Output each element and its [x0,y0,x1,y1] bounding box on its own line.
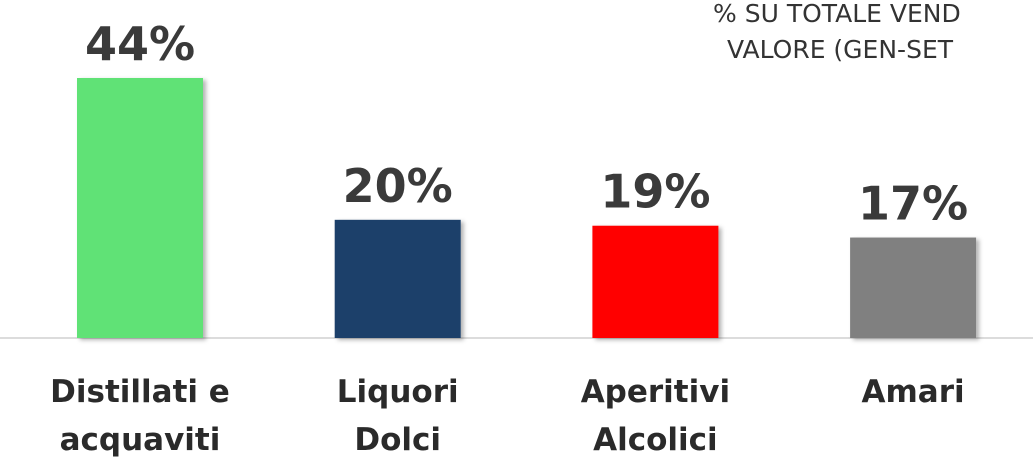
x-tick-label: Aperitivi Alcolici [581,374,730,458]
value-label: 44% [85,17,195,71]
bar [850,237,977,338]
x-tick-label-line: acquaviti [60,422,221,458]
value-label: 17% [858,177,968,231]
bar [334,219,461,338]
x-tick-label-line: Alcolici [593,422,718,458]
value-label: 19% [600,165,710,219]
x-tick-label: Amari [862,374,965,410]
chart-title: VALORE (GEN-SET [727,35,954,64]
x-tick-label: Distillati e acquaviti [50,374,230,458]
x-tick-label: Liquori Dolci [337,374,459,458]
chart-title: % SU TOTALE VEND [713,0,961,28]
bar [77,78,203,338]
x-tick-label-line: Distillati e [50,374,230,410]
bar [592,225,719,338]
x-tick-label-line: Amari [862,374,965,410]
x-tick-label-line: Liquori [337,374,459,410]
x-tick-label-line: Aperitivi [581,374,730,410]
value-label: 20% [343,159,453,213]
x-tick-label-line: Dolci [354,422,441,458]
